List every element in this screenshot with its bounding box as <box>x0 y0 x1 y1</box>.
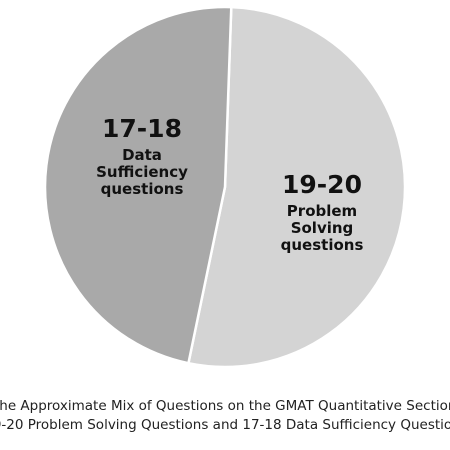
slice-category-label-1-line-1: Problem <box>287 202 357 220</box>
slice-category-label-2-line-2: Sufficiency <box>96 163 188 181</box>
slice-value-label-2: 17-18 <box>102 114 182 143</box>
pie-slice-2 <box>43 5 233 365</box>
slice-category-label-2-line-3: questions <box>101 180 184 198</box>
pie-slices <box>43 5 407 369</box>
slice-category-label-1-line-2: Solving <box>291 219 354 237</box>
caption-line-1: The Approximate Mix of Questions on the … <box>0 398 450 414</box>
pie-labels: 19-20ProblemSolvingquestions17-18DataSuf… <box>96 114 363 254</box>
pie-slice-1 <box>187 5 407 369</box>
slice-category-label-2-line-1: Data <box>122 146 162 164</box>
slice-category-label-1-line-3: questions <box>281 236 364 254</box>
slice-value-label-1: 19-20 <box>282 170 362 199</box>
caption-line-2: 19-20 Problem Solving Questions and 17-1… <box>0 417 450 433</box>
